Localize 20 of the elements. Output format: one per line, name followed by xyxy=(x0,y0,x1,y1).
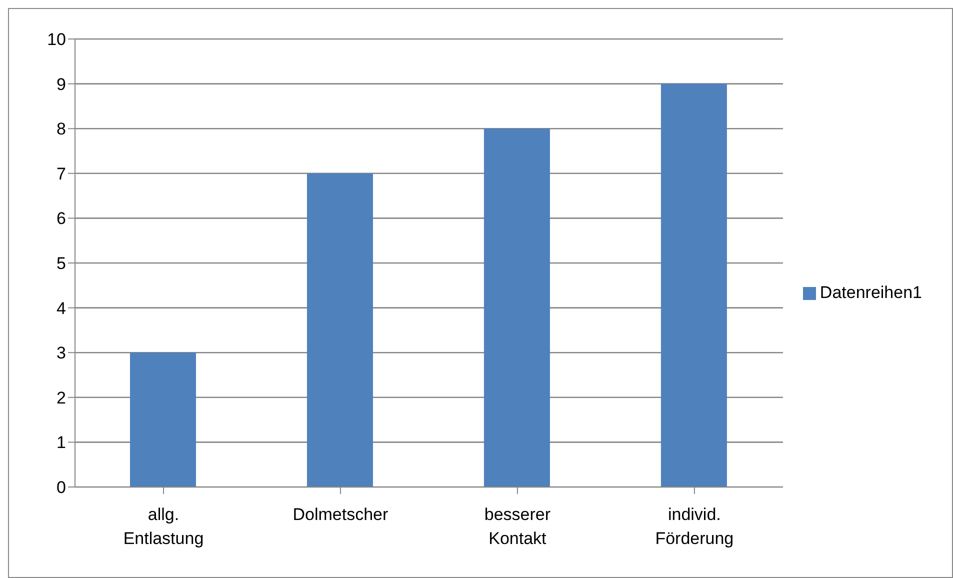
y-tick-label: 2 xyxy=(56,388,66,408)
bar xyxy=(660,84,727,487)
y-tick-label: 3 xyxy=(56,344,66,363)
bar xyxy=(306,173,373,487)
y-tick-label: 10 xyxy=(47,30,66,50)
bar xyxy=(484,128,550,487)
y-tick-label: 7 xyxy=(56,164,66,184)
bar xyxy=(130,352,196,487)
x-tick-label: allg. Entlastung xyxy=(123,505,204,548)
y-tick-label: 1 xyxy=(56,433,66,452)
x-tick-label: Dolmetscher xyxy=(292,505,389,524)
x-tick-label: individ. Förderung xyxy=(655,505,734,548)
y-tick-label: 0 xyxy=(56,478,66,498)
y-tick-label: 5 xyxy=(56,254,66,274)
y-tick-label: 8 xyxy=(56,120,66,139)
legend-label: Datenreihen1 xyxy=(820,283,922,302)
x-tick-label: besserer Kontakt xyxy=(484,505,551,548)
y-tick-label: 4 xyxy=(56,298,66,318)
y-tick-label: 6 xyxy=(56,209,66,228)
y-tick-label: 9 xyxy=(56,74,66,94)
